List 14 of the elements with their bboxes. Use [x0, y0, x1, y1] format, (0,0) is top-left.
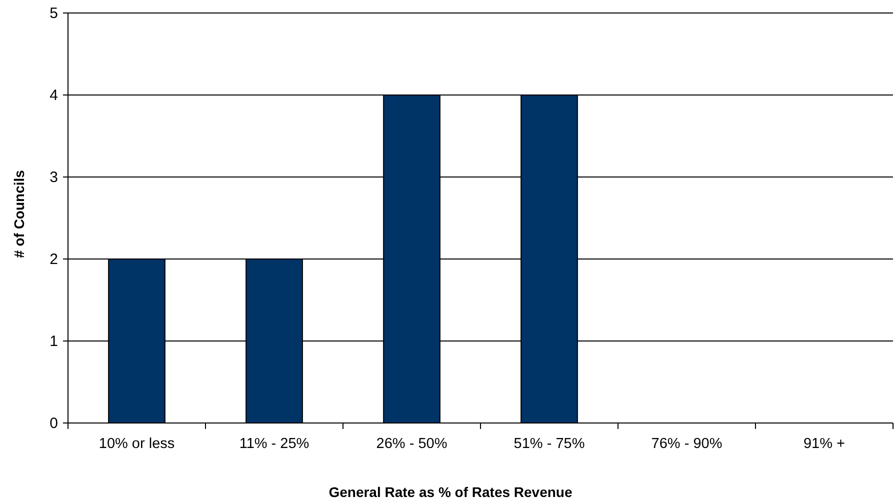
y-tick-label: 4 [50, 86, 58, 104]
x-tick-label: 51% - 75% [514, 436, 585, 452]
x-tick-label: 11% - 25% [239, 436, 310, 452]
x-tick-label: 91% + [803, 436, 846, 452]
y-tick-label: 3 [50, 168, 58, 186]
y-tick-label: 0 [50, 414, 58, 432]
y-axis-title: # of Councils [11, 170, 27, 258]
x-tick-label: 10% or less [98, 436, 175, 452]
y-tick-label: 1 [50, 332, 58, 350]
x-axis-title: General Rate as % of Rates Revenue [328, 484, 572, 500]
y-tick-label: 5 [50, 4, 58, 22]
y-tick-label: 2 [50, 250, 58, 268]
x-tick-label: 26% - 50% [376, 436, 448, 452]
x-tick-label: 76% - 90% [651, 436, 722, 452]
